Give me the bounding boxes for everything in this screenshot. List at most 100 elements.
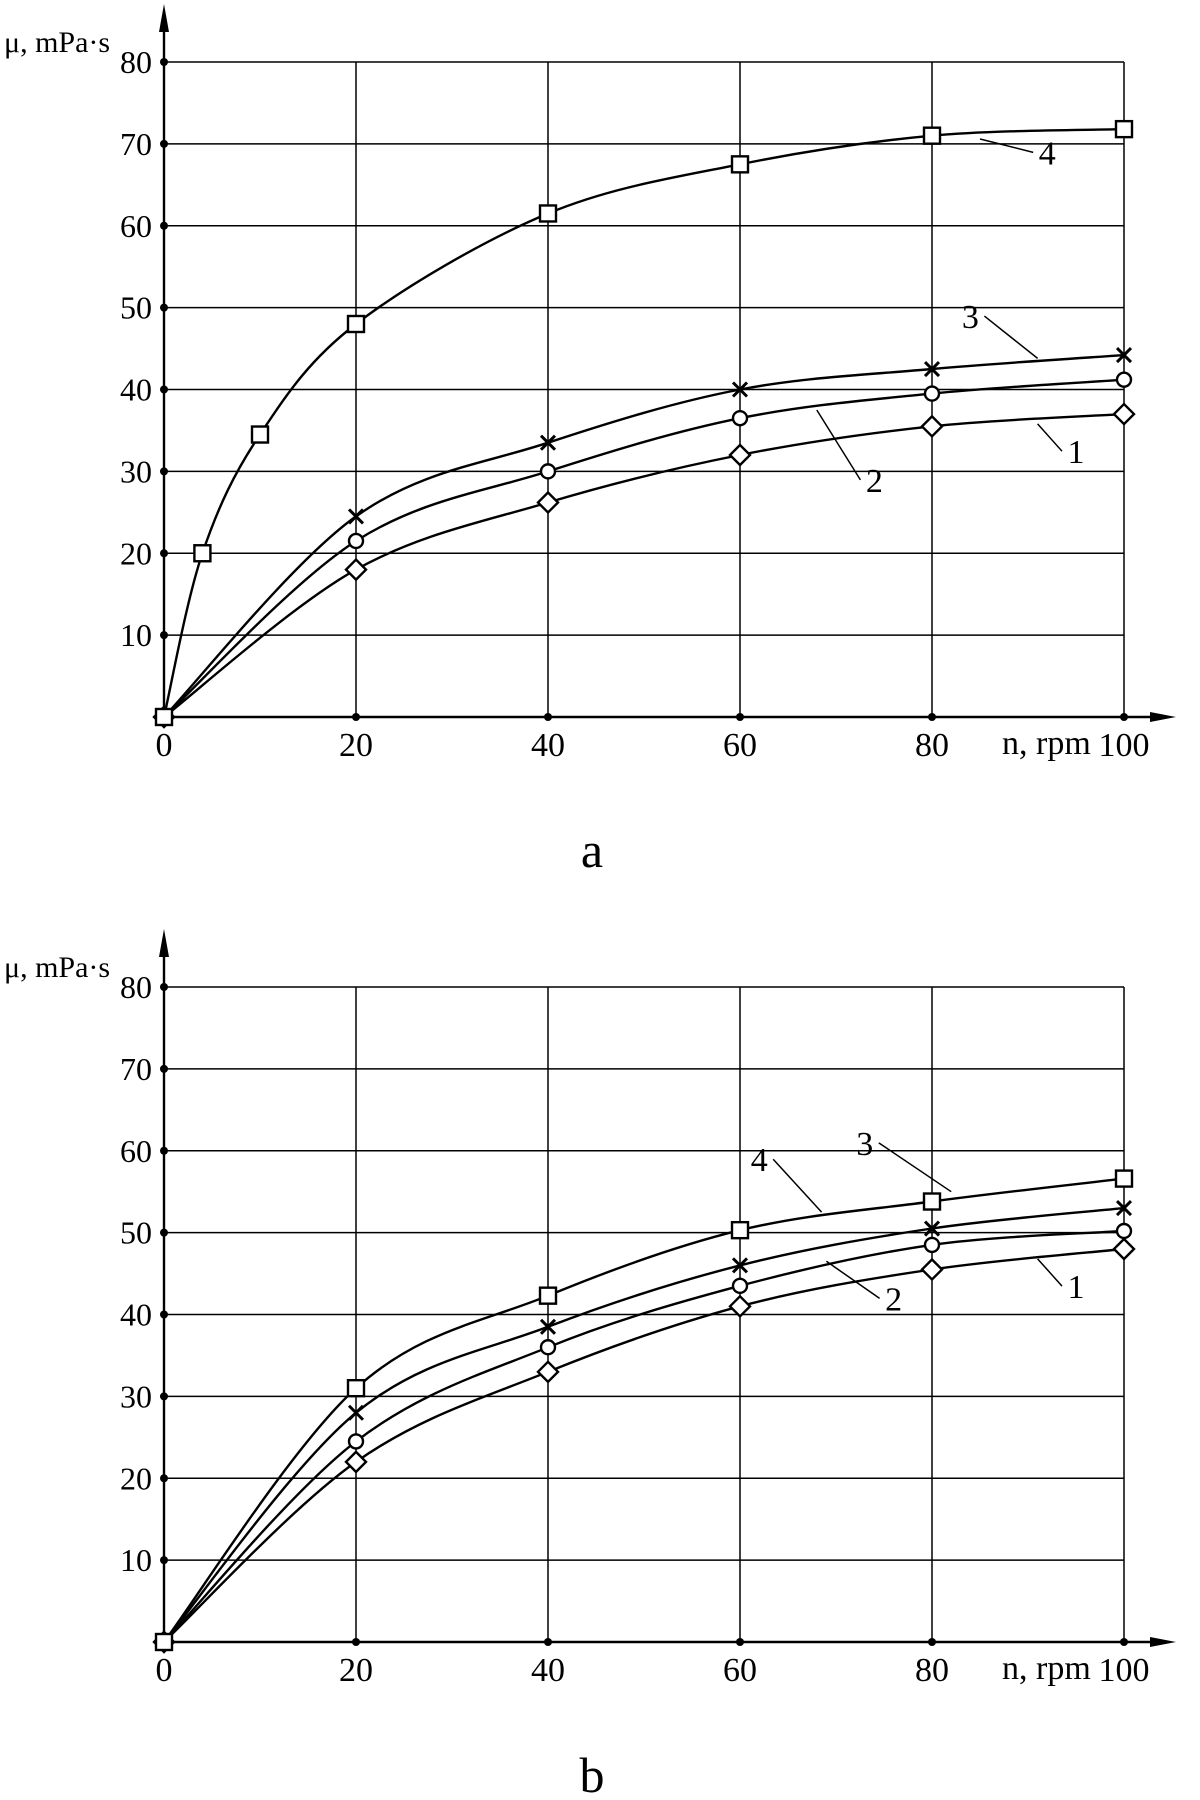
y-tick-label: 30 [120, 1378, 152, 1414]
circle-marker [347, 532, 365, 550]
x-tick-mark [928, 713, 936, 721]
curve-label: 2 [816, 409, 883, 500]
x-axis-label: n, rpm [1002, 725, 1091, 762]
x-tick-mark [352, 713, 360, 721]
series-4 [154, 1169, 1134, 1652]
y-tick-mark [160, 1310, 168, 1319]
series-line [163, 1206, 1125, 1643]
x-tick-labels: 0 20 40 60 80 100 [156, 1652, 1150, 1689]
diamond-marker [1112, 402, 1136, 426]
diamond-marker [728, 443, 752, 467]
x-tick-label: 40 [531, 1652, 565, 1689]
x-tick-mark [544, 713, 552, 721]
y-tick-label: 80 [120, 44, 152, 80]
y-tick-mark [160, 303, 168, 312]
circle-marker [539, 1339, 557, 1356]
series-line [163, 353, 1125, 718]
diamond-marker [728, 1294, 752, 1319]
y-tick-mark [160, 58, 168, 66]
series-1 [152, 1237, 1136, 1654]
square-marker [346, 1378, 366, 1398]
x-marker [1115, 347, 1133, 364]
x-tick-label: 20 [339, 1652, 373, 1689]
x-marker [923, 1220, 941, 1237]
curve-number-label: 1 [1068, 434, 1085, 471]
series-line [163, 1229, 1125, 1643]
x-tick-label: 60 [723, 727, 757, 764]
x-tick-label: 100 [1099, 727, 1150, 764]
circle-marker [923, 1236, 941, 1254]
series-3 [155, 347, 1133, 726]
curve-label: 1 [1037, 423, 1085, 471]
x-marker [347, 1404, 365, 1421]
square-marker [193, 544, 212, 563]
circle-marker [731, 1277, 749, 1295]
x-marker [347, 508, 365, 525]
circle-marker [923, 385, 941, 402]
square-marker [1114, 119, 1134, 139]
diamond-marker [920, 1257, 944, 1282]
series-line [162, 127, 1125, 718]
chart-panel-a: 10 20 30 40 50 60 70 80 0 20 40 60 80 100 μ, mPa·s n, r… [4, 4, 1176, 878]
curve-number-label: 3 [856, 1126, 873, 1163]
x-tick-mark [1120, 713, 1128, 721]
series-line [163, 378, 1125, 718]
series-2 [155, 371, 1133, 726]
y-tick-mark [160, 1228, 168, 1237]
diamond-marker [1112, 1237, 1136, 1261]
circle-marker [731, 409, 749, 427]
leader-line [878, 1142, 952, 1193]
leader-line [979, 138, 1034, 154]
curve-number-label: 3 [962, 299, 979, 336]
y-tick-label: 10 [120, 617, 152, 653]
y-tick-mark [160, 983, 168, 991]
y-tick-labels: 10 20 30 40 50 60 70 80 [120, 969, 152, 1578]
leader-line [1037, 1258, 1063, 1287]
x-tick-label: 100 [1099, 1652, 1150, 1689]
circle-marker [539, 463, 557, 480]
x-tick-mark [928, 1638, 936, 1646]
square-marker [730, 1220, 750, 1240]
y-tick-label: 50 [120, 290, 152, 326]
curve-label: 2 [825, 1260, 902, 1318]
y-tick-label: 40 [120, 372, 152, 408]
x-tick-label: 20 [339, 727, 373, 764]
x-tick-labels: 0 20 40 60 80 100 [156, 727, 1150, 764]
x-marker [923, 360, 941, 378]
x-axis-arrow-icon [1150, 1637, 1176, 1647]
x-tick-label: 0 [156, 1652, 173, 1689]
y-tick-label: 60 [120, 208, 152, 244]
diamond-marker [344, 1450, 368, 1474]
y-tick-mark [160, 467, 168, 476]
y-tick-mark [160, 1474, 168, 1483]
curve-label: 3 [962, 299, 1039, 359]
y-tick-label: 40 [120, 1297, 152, 1333]
y-axis-label: μ, mPa·s [4, 26, 110, 59]
curve-label: 4 [751, 1142, 823, 1213]
y-tick-label: 70 [120, 1051, 152, 1087]
x-marker [731, 1257, 749, 1274]
y-tick-label: 20 [120, 535, 152, 571]
y-tick-mark [160, 631, 168, 640]
series-line [163, 1177, 1125, 1643]
curve-number-label: 2 [885, 1281, 902, 1318]
x-tick-label: 80 [915, 727, 949, 764]
square-marker [538, 204, 558, 223]
y-axis-arrow-icon [159, 929, 169, 957]
diamond-marker [920, 414, 944, 439]
curve-label: 3 [856, 1126, 952, 1193]
leader-line [825, 1260, 881, 1300]
diamond-marker [536, 490, 560, 515]
curve-label: 4 [979, 135, 1056, 172]
x-tick-label: 80 [915, 1652, 949, 1689]
x-tick-mark [1120, 1638, 1128, 1646]
diamond-marker [344, 557, 368, 582]
series-line [163, 412, 1125, 718]
grid [164, 986, 1125, 1642]
x-tick-mark [352, 1638, 360, 1646]
axes [159, 929, 1176, 1647]
curve-number-label: 2 [866, 463, 883, 500]
y-tick-mark [160, 1064, 168, 1073]
curve-number-label: 4 [751, 1142, 768, 1179]
